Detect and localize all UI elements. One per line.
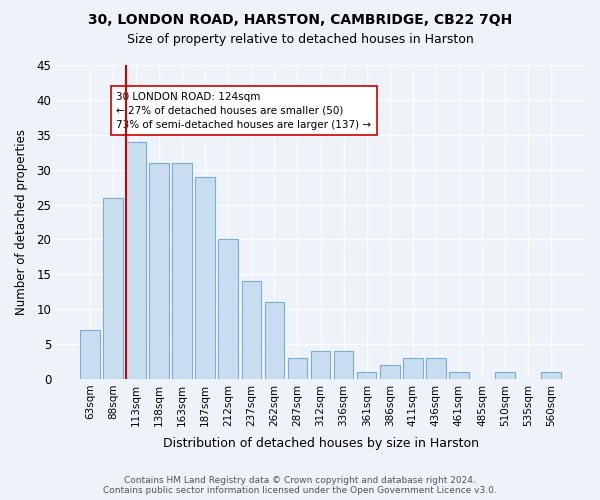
Bar (126, 142, 146, 379)
Bar (541, 372, 561, 379)
Text: Size of property relative to detached houses in Harston: Size of property relative to detached ho… (127, 32, 473, 46)
Bar (311, 351, 331, 379)
Bar (403, 358, 422, 379)
Bar (495, 372, 515, 379)
Bar (218, 240, 238, 379)
Bar (265, 302, 284, 379)
Bar (103, 198, 123, 379)
Bar (334, 351, 353, 379)
Text: 30 LONDON ROAD: 124sqm
← 27% of detached houses are smaller (50)
73% of semi-det: 30 LONDON ROAD: 124sqm ← 27% of detached… (116, 92, 371, 130)
Bar (426, 358, 446, 379)
Text: Contains HM Land Registry data © Crown copyright and database right 2024.
Contai: Contains HM Land Registry data © Crown c… (103, 476, 497, 495)
Bar (172, 162, 192, 379)
Y-axis label: Number of detached properties: Number of detached properties (15, 129, 28, 315)
Text: 30, LONDON ROAD, HARSTON, CAMBRIDGE, CB22 7QH: 30, LONDON ROAD, HARSTON, CAMBRIDGE, CB2… (88, 12, 512, 26)
Bar (196, 176, 215, 379)
Bar (287, 358, 307, 379)
Bar (380, 365, 400, 379)
Bar (80, 330, 100, 379)
X-axis label: Distribution of detached houses by size in Harston: Distribution of detached houses by size … (163, 437, 479, 450)
Bar (149, 162, 169, 379)
Bar (357, 372, 376, 379)
Bar (242, 281, 261, 379)
Bar (449, 372, 469, 379)
